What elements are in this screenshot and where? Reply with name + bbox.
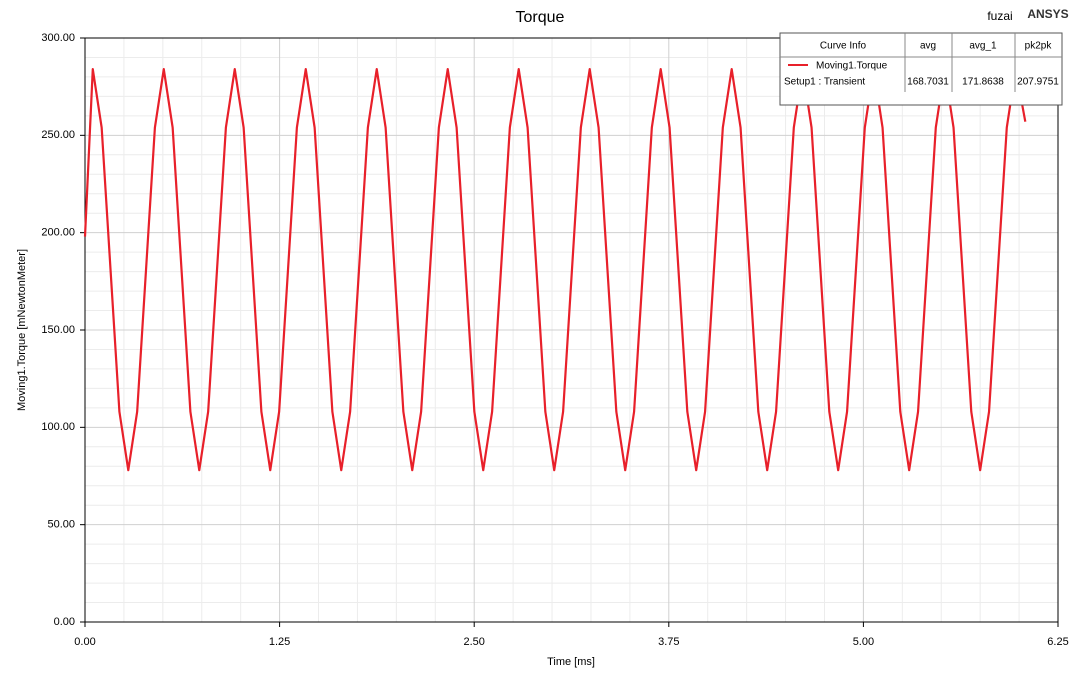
x-tick-label: 0.00 [74, 636, 95, 648]
plot [83, 68, 1027, 472]
legend-series-name: Moving1.Torque [816, 61, 888, 72]
y-tick-label: 150.00 [41, 324, 75, 336]
series-line [83, 68, 1027, 472]
legend-stat: 207.9751 [1017, 77, 1059, 88]
legend-stat: 168.7031 [907, 77, 949, 88]
legend-header: avg [920, 41, 936, 52]
y-tick-label: 250.00 [41, 129, 75, 141]
legend-header: avg_1 [969, 41, 997, 52]
y-axis-label: Moving1.Torque [mNewtonMeter] [16, 249, 28, 411]
legend-header: Curve Info [820, 41, 867, 52]
chart-title: Torque [516, 9, 565, 26]
legend: Curve Info avg avg_1 pk2pk Moving1.Torqu… [779, 32, 1063, 106]
x-tick-label: 6.25 [1047, 636, 1068, 648]
x-tick-label: 2.50 [463, 636, 484, 648]
legend-stat: 171.8638 [962, 77, 1004, 88]
x-tick-label: 1.25 [269, 636, 290, 648]
legend-setup: Setup1 : Transient [784, 77, 865, 88]
design-name: fuzai [987, 9, 1012, 23]
x-tick-label: 5.00 [853, 636, 874, 648]
brand: ANSYS [1027, 7, 1068, 21]
y-tick-label: 100.00 [41, 421, 75, 433]
plot-frame [84, 37, 1059, 623]
x-tick-label: 3.75 [658, 636, 679, 648]
y-tick-label: 300.00 [41, 32, 75, 44]
y-tick-label: 200.00 [41, 227, 75, 239]
y-tick-label: 0.00 [54, 616, 75, 628]
x-axis-label: Time [ms] [547, 656, 595, 668]
legend-header: pk2pk [1025, 41, 1053, 52]
y-tick-label: 50.00 [47, 519, 75, 531]
